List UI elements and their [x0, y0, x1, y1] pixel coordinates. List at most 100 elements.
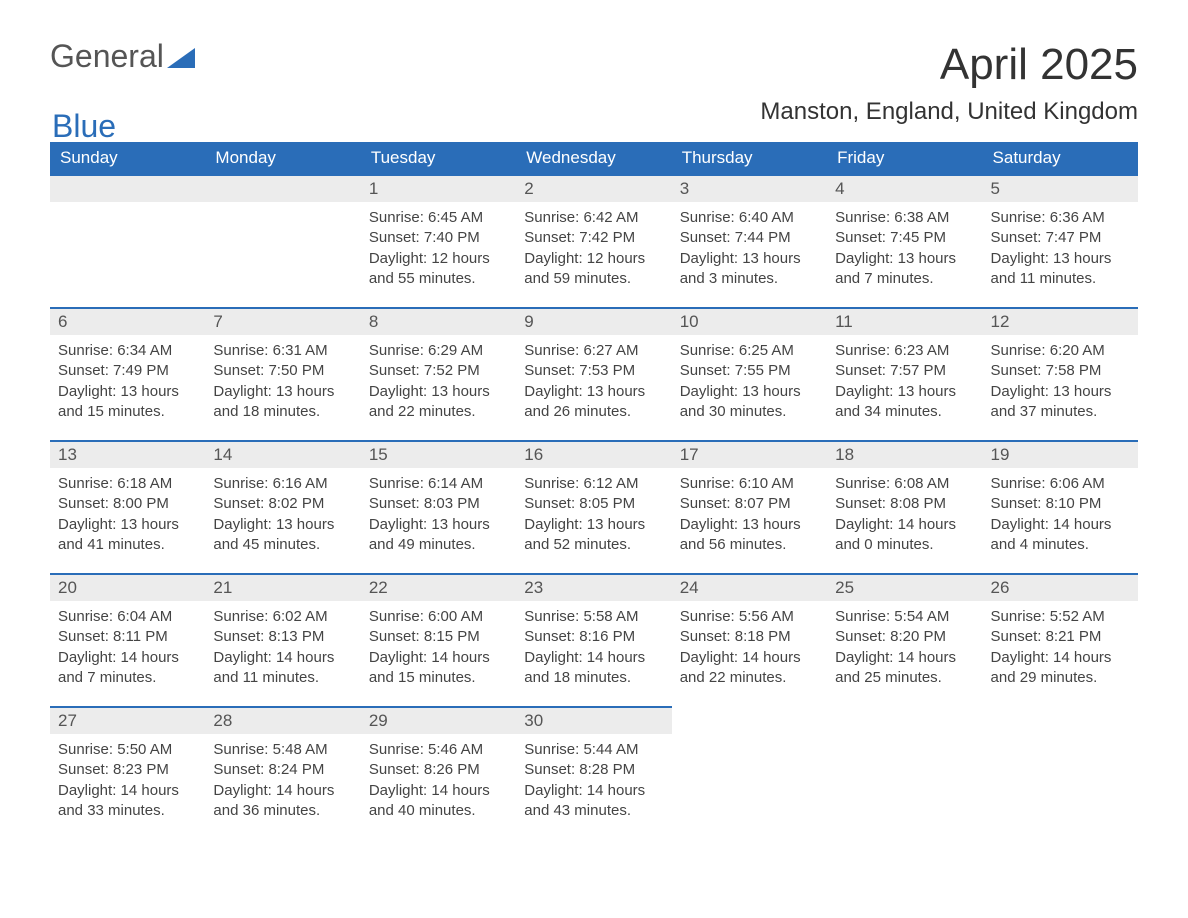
logo-word1: General [50, 40, 164, 72]
day-number: 17 [672, 442, 827, 468]
calendar-cell: 4Sunrise: 6:38 AMSunset: 7:45 PMDaylight… [827, 174, 982, 307]
day-details: Sunrise: 6:40 AMSunset: 7:44 PMDaylight:… [672, 202, 827, 307]
day-number: 15 [361, 442, 516, 468]
day-number: 19 [983, 442, 1138, 468]
day-details: Sunrise: 6:00 AMSunset: 8:15 PMDaylight:… [361, 601, 516, 706]
day-number: 3 [672, 176, 827, 202]
day-number: 4 [827, 176, 982, 202]
calendar-cell [50, 174, 205, 307]
day-details: Sunrise: 6:08 AMSunset: 8:08 PMDaylight:… [827, 468, 982, 573]
day-number: 6 [50, 309, 205, 335]
day-number: 28 [205, 708, 360, 734]
calendar-cell: 3Sunrise: 6:40 AMSunset: 7:44 PMDaylight… [672, 174, 827, 307]
day-number: 25 [827, 575, 982, 601]
day-details: Sunrise: 5:54 AMSunset: 8:20 PMDaylight:… [827, 601, 982, 706]
calendar-cell: 15Sunrise: 6:14 AMSunset: 8:03 PMDayligh… [361, 440, 516, 573]
day-number: 9 [516, 309, 671, 335]
calendar-cell [672, 706, 827, 839]
calendar-cell [205, 174, 360, 307]
day-details: Sunrise: 6:18 AMSunset: 8:00 PMDaylight:… [50, 468, 205, 573]
day-details: Sunrise: 6:10 AMSunset: 8:07 PMDaylight:… [672, 468, 827, 573]
day-number: 13 [50, 442, 205, 468]
calendar-cell [983, 706, 1138, 839]
day-details: Sunrise: 6:14 AMSunset: 8:03 PMDaylight:… [361, 468, 516, 573]
page-title: April 2025 [940, 40, 1138, 90]
day-details: Sunrise: 5:56 AMSunset: 8:18 PMDaylight:… [672, 601, 827, 706]
calendar-cell: 11Sunrise: 6:23 AMSunset: 7:57 PMDayligh… [827, 307, 982, 440]
weekday-header: Wednesday [516, 142, 671, 174]
day-number: 2 [516, 176, 671, 202]
logo: General [50, 40, 195, 72]
day-details: Sunrise: 6:04 AMSunset: 8:11 PMDaylight:… [50, 601, 205, 706]
day-details: Sunrise: 6:36 AMSunset: 7:47 PMDaylight:… [983, 202, 1138, 307]
day-number: 29 [361, 708, 516, 734]
calendar-cell: 7Sunrise: 6:31 AMSunset: 7:50 PMDaylight… [205, 307, 360, 440]
calendar-cell: 17Sunrise: 6:10 AMSunset: 8:07 PMDayligh… [672, 440, 827, 573]
day-details: Sunrise: 6:29 AMSunset: 7:52 PMDaylight:… [361, 335, 516, 440]
weekday-header: Monday [205, 142, 360, 174]
calendar-cell: 5Sunrise: 6:36 AMSunset: 7:47 PMDaylight… [983, 174, 1138, 307]
day-number: 24 [672, 575, 827, 601]
calendar-cell: 1Sunrise: 6:45 AMSunset: 7:40 PMDaylight… [361, 174, 516, 307]
calendar-cell: 2Sunrise: 6:42 AMSunset: 7:42 PMDaylight… [516, 174, 671, 307]
day-number: 7 [205, 309, 360, 335]
calendar-cell: 20Sunrise: 6:04 AMSunset: 8:11 PMDayligh… [50, 573, 205, 706]
day-number: 11 [827, 309, 982, 335]
day-details: Sunrise: 6:27 AMSunset: 7:53 PMDaylight:… [516, 335, 671, 440]
day-details: Sunrise: 5:44 AMSunset: 8:28 PMDaylight:… [516, 734, 671, 839]
day-details: Sunrise: 6:45 AMSunset: 7:40 PMDaylight:… [361, 202, 516, 307]
day-number: 23 [516, 575, 671, 601]
calendar-cell: 16Sunrise: 6:12 AMSunset: 8:05 PMDayligh… [516, 440, 671, 573]
day-number: 26 [983, 575, 1138, 601]
calendar-cell: 10Sunrise: 6:25 AMSunset: 7:55 PMDayligh… [672, 307, 827, 440]
day-details: Sunrise: 6:02 AMSunset: 8:13 PMDaylight:… [205, 601, 360, 706]
weekday-header: Tuesday [361, 142, 516, 174]
day-number: 30 [516, 708, 671, 734]
logo-flag-icon [167, 48, 195, 68]
day-details: Sunrise: 5:52 AMSunset: 8:21 PMDaylight:… [983, 601, 1138, 706]
weekday-header: Sunday [50, 142, 205, 174]
day-details: Sunrise: 6:20 AMSunset: 7:58 PMDaylight:… [983, 335, 1138, 440]
day-details: Sunrise: 6:34 AMSunset: 7:49 PMDaylight:… [50, 335, 205, 440]
calendar-cell: 24Sunrise: 5:56 AMSunset: 8:18 PMDayligh… [672, 573, 827, 706]
calendar-cell: 6Sunrise: 6:34 AMSunset: 7:49 PMDaylight… [50, 307, 205, 440]
weekday-header: Thursday [672, 142, 827, 174]
day-details: Sunrise: 5:48 AMSunset: 8:24 PMDaylight:… [205, 734, 360, 839]
day-number: 12 [983, 309, 1138, 335]
day-details: Sunrise: 5:46 AMSunset: 8:26 PMDaylight:… [361, 734, 516, 839]
day-number: 18 [827, 442, 982, 468]
calendar-cell: 25Sunrise: 5:54 AMSunset: 8:20 PMDayligh… [827, 573, 982, 706]
day-details: Sunrise: 6:42 AMSunset: 7:42 PMDaylight:… [516, 202, 671, 307]
day-number: 22 [361, 575, 516, 601]
day-details: Sunrise: 6:06 AMSunset: 8:10 PMDaylight:… [983, 468, 1138, 573]
calendar-cell: 13Sunrise: 6:18 AMSunset: 8:00 PMDayligh… [50, 440, 205, 573]
day-number: 20 [50, 575, 205, 601]
weekday-header: Friday [827, 142, 982, 174]
calendar-cell: 12Sunrise: 6:20 AMSunset: 7:58 PMDayligh… [983, 307, 1138, 440]
day-details: Sunrise: 6:31 AMSunset: 7:50 PMDaylight:… [205, 335, 360, 440]
day-number: 8 [361, 309, 516, 335]
calendar-cell: 8Sunrise: 6:29 AMSunset: 7:52 PMDaylight… [361, 307, 516, 440]
calendar-cell: 19Sunrise: 6:06 AMSunset: 8:10 PMDayligh… [983, 440, 1138, 573]
day-details: Sunrise: 5:50 AMSunset: 8:23 PMDaylight:… [50, 734, 205, 839]
calendar-cell: 26Sunrise: 5:52 AMSunset: 8:21 PMDayligh… [983, 573, 1138, 706]
day-details: Sunrise: 6:23 AMSunset: 7:57 PMDaylight:… [827, 335, 982, 440]
calendar-cell: 22Sunrise: 6:00 AMSunset: 8:15 PMDayligh… [361, 573, 516, 706]
calendar-table: SundayMondayTuesdayWednesdayThursdayFrid… [50, 142, 1138, 839]
day-number: 27 [50, 708, 205, 734]
calendar-cell: 14Sunrise: 6:16 AMSunset: 8:02 PMDayligh… [205, 440, 360, 573]
day-details: Sunrise: 6:25 AMSunset: 7:55 PMDaylight:… [672, 335, 827, 440]
day-details: Sunrise: 6:16 AMSunset: 8:02 PMDaylight:… [205, 468, 360, 573]
day-number: 10 [672, 309, 827, 335]
calendar-cell: 23Sunrise: 5:58 AMSunset: 8:16 PMDayligh… [516, 573, 671, 706]
weekday-header: Saturday [983, 142, 1138, 174]
calendar-cell: 21Sunrise: 6:02 AMSunset: 8:13 PMDayligh… [205, 573, 360, 706]
calendar-cell: 28Sunrise: 5:48 AMSunset: 8:24 PMDayligh… [205, 706, 360, 839]
logo-word2: Blue [52, 110, 116, 142]
day-number: 1 [361, 176, 516, 202]
calendar-cell: 30Sunrise: 5:44 AMSunset: 8:28 PMDayligh… [516, 706, 671, 839]
day-details: Sunrise: 5:58 AMSunset: 8:16 PMDaylight:… [516, 601, 671, 706]
day-number: 5 [983, 176, 1138, 202]
location-subtitle: Manston, England, United Kingdom [760, 98, 1138, 126]
calendar-cell: 9Sunrise: 6:27 AMSunset: 7:53 PMDaylight… [516, 307, 671, 440]
